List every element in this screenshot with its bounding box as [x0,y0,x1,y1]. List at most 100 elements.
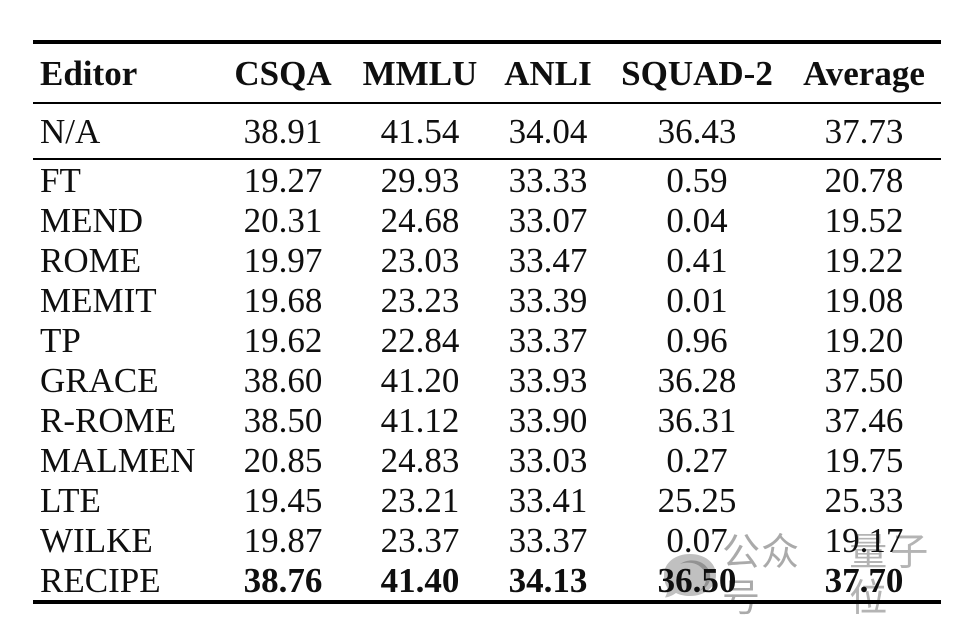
metric-value: 0.27 [666,440,728,480]
metric-value: 0.04 [666,200,728,240]
table-row: TP 19.62 22.84 33.37 0.96 19.20 [33,320,941,360]
metric-value: 0.59 [666,160,728,200]
metric-value: 0.07 [666,520,728,560]
table-row: ROME 19.97 23.03 33.47 0.41 19.22 [33,240,941,280]
table-row: R-ROME 38.50 41.12 33.90 36.31 37.46 [33,400,941,440]
metric-value: 33.33 [508,160,588,200]
editor-name: N/A [33,103,215,160]
metric-value: 34.04 [489,103,607,160]
metric-value: 19.17 [824,520,904,560]
metric-value: 19.75 [824,440,904,480]
table-row: FT 19.27 29.93 33.33 0.59 20.78 [33,159,941,200]
metric-value: 34.13 [508,560,588,600]
metric-value: 37.73 [787,103,941,160]
metric-value: 33.47 [508,240,588,280]
metric-value: 19.62 [243,320,323,360]
metric-value: 19.97 [243,240,323,280]
editor-name: MALMEN [40,440,196,480]
table-row: MALMEN 20.85 24.83 33.03 0.27 19.75 [33,440,941,480]
metric-value: 19.27 [243,160,323,200]
table-row: MEMIT 19.68 23.23 33.39 0.01 19.08 [33,280,941,320]
metric-value: 19.45 [243,480,323,520]
metric-value: 24.68 [380,200,460,240]
column-header-editor: Editor [33,42,215,104]
table-row: N/A 38.91 41.54 34.04 36.43 37.73 [33,103,941,160]
editor-name: R-ROME [40,400,177,440]
metric-value: 36.28 [657,360,737,400]
metric-value: 20.78 [824,160,904,200]
editor-name: RECIPE [40,560,161,600]
metric-value: 19.08 [824,280,904,320]
metric-value: 41.54 [351,103,489,160]
editor-name: FT [40,160,81,200]
editor-name: MEMIT [40,280,157,320]
table-row: MEND 20.31 24.68 33.07 0.04 19.52 [33,200,941,240]
metric-value: 37.70 [824,560,904,600]
metric-value: 19.22 [824,240,904,280]
editor-name: MEND [40,200,144,240]
metric-value: 0.96 [666,320,728,360]
table-row: RECIPE 38.76 41.40 34.13 36.50 37.70 [33,560,941,602]
baseline-tbody: N/A 38.91 41.54 34.04 36.43 37.73 [33,103,941,160]
editor-name: WILKE [40,520,153,560]
watermark: 公众号 量子位 [662,532,960,618]
results-table: Editor CSQA MMLU ANLI SQUAD-2 Average N/A 38.9… [33,40,941,604]
table-row: GRACE 38.60 41.20 33.93 36.28 37.50 [33,360,941,400]
editor-name: LTE [40,480,101,520]
editor-name: ROME [40,240,142,280]
metric-value: 23.03 [380,240,460,280]
metric-value: 38.91 [215,103,351,160]
table-row: LTE 19.45 23.21 33.41 25.25 25.33 [33,480,941,520]
metric-value: 19.20 [824,320,904,360]
metric-value: 29.93 [380,160,460,200]
metric-value: 38.76 [243,560,323,600]
watermark-logo-icon [662,553,718,599]
methods-tbody: FT 19.27 29.93 33.33 0.59 20.78 MEND 20.31 24.68… [33,159,941,602]
metric-value: 24.83 [380,440,460,480]
metric-value: 33.90 [508,400,588,440]
metric-value: 41.12 [380,400,460,440]
metric-value: 33.07 [508,200,588,240]
metric-value: 33.93 [508,360,588,400]
metric-value: 20.85 [243,440,323,480]
metric-value: 25.33 [824,480,904,520]
metric-value: 22.84 [380,320,460,360]
metric-value: 0.01 [666,280,728,320]
metric-value: 33.37 [508,320,588,360]
metric-value: 41.40 [380,560,460,600]
table-header-row: Editor CSQA MMLU ANLI SQUAD-2 Average [33,42,941,104]
column-header-mmlu: MMLU [351,42,489,104]
metric-value: 20.31 [243,200,323,240]
column-header-average: Average [787,42,941,104]
metric-value: 19.68 [243,280,323,320]
table-row: WILKE 19.87 23.37 33.37 0.07 19.17 [33,520,941,560]
metric-value: 33.41 [508,480,588,520]
metric-value: 0.41 [666,240,728,280]
table-head: Editor CSQA MMLU ANLI SQUAD-2 Average [33,42,941,104]
metric-value: 25.25 [657,480,737,520]
column-header-squad-2: SQUAD-2 [607,42,787,104]
column-header-anli: ANLI [489,42,607,104]
metric-value: 41.20 [380,360,460,400]
metric-value: 23.37 [380,520,460,560]
editor-name: TP [40,320,81,360]
metric-value: 37.50 [824,360,904,400]
column-header-csqa: CSQA [215,42,351,104]
metric-value: 23.23 [380,280,460,320]
metric-value: 23.21 [380,480,460,520]
metric-value: 33.37 [508,520,588,560]
editor-name: GRACE [40,360,159,400]
metric-value: 33.03 [508,440,588,480]
metric-value: 36.43 [607,103,787,160]
metric-value: 19.87 [243,520,323,560]
metric-value: 36.31 [657,400,737,440]
metric-value: 19.52 [824,200,904,240]
watermark-text-right: 量子位 [849,532,932,618]
metric-value: 38.60 [243,360,323,400]
metric-value: 38.50 [243,400,323,440]
metric-value: 33.39 [508,280,588,320]
metric-value: 36.50 [657,560,737,600]
metric-value: 37.46 [824,400,904,440]
watermark-text-left: 公众号 [722,532,801,618]
